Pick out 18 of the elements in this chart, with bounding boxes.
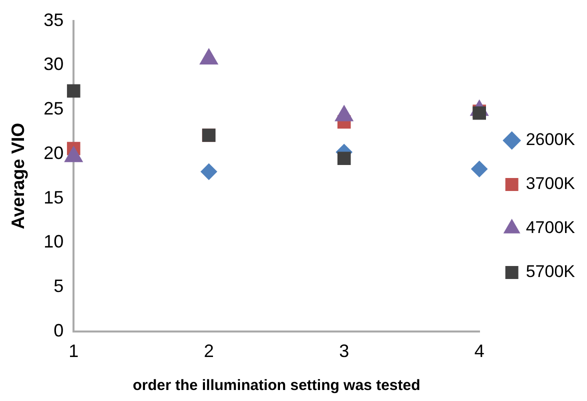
legend-label: 3700K [526,174,576,194]
x-tick-label: 2 [204,341,214,362]
y-tick-label: 20 [44,142,64,163]
x-axis-title: order the illumination setting was tested [132,377,420,394]
y-tick-label: 10 [44,232,64,252]
y-tick-label: 25 [44,98,64,119]
y-axis-title: Average VIO [8,122,28,230]
y-tick-label: 5 [54,276,64,296]
y-tick-label: 35 [44,10,64,30]
legend-label: 2600K [526,130,576,150]
legend-label: 4700K [526,218,576,238]
x-tick-label: 3 [339,341,350,362]
x-tick-label: 1 [68,341,79,362]
y-tick-label: 30 [44,54,64,74]
x-tick-label: 4 [474,341,484,362]
y-tick-label: 0 [54,320,64,340]
legend-label: 5700K [526,262,576,282]
y-tick-label: 15 [44,187,64,208]
